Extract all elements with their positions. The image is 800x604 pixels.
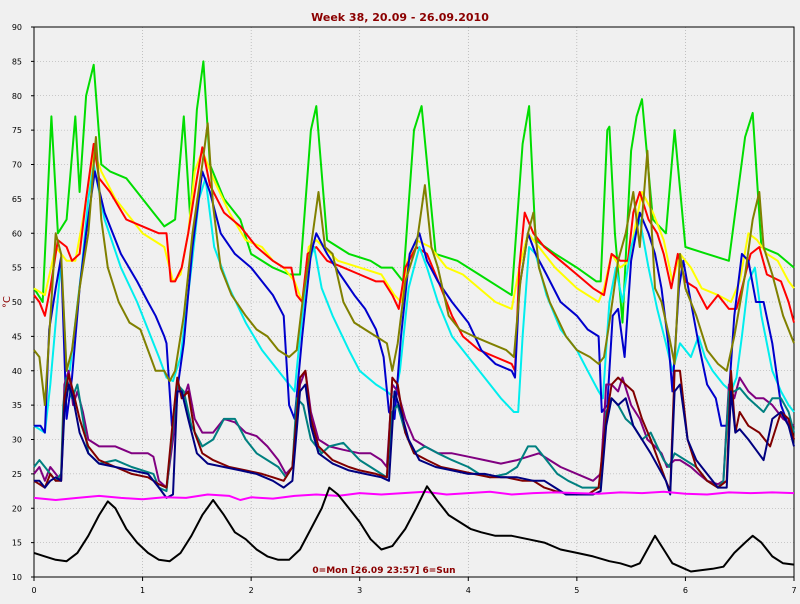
y-tick-label: 90	[12, 23, 22, 32]
x-tick-label: 1	[140, 586, 145, 595]
x-axis-label: 0=Mon [26.09 23:57] 6=Sun	[312, 566, 455, 576]
y-tick-label: 50	[12, 298, 22, 307]
x-tick-label: 0	[31, 586, 36, 595]
x-tick-label: 3	[357, 586, 362, 595]
series-group	[33, 60, 795, 573]
x-axis-ticks: 0 1 2 3 4 5 6 7	[31, 577, 797, 595]
series-line-12	[33, 485, 795, 573]
y-tick-label: 70	[12, 161, 22, 170]
x-tick-label: 5	[574, 586, 579, 595]
series-line-1	[33, 60, 795, 324]
series-line-4	[33, 163, 795, 434]
y-tick-label: 40	[12, 367, 22, 376]
series-line-5	[34, 170, 795, 440]
y-tick-label: 65	[12, 195, 22, 204]
x-tick-label: 7	[791, 586, 796, 595]
series-line-10	[34, 383, 795, 499]
y-tick-label: 75	[12, 126, 22, 135]
y-axis-label: °C	[2, 296, 13, 308]
y-tick-label: 20	[12, 504, 22, 513]
y-tick-label: 35	[12, 401, 22, 410]
y-axis-ticks: 10 15 20 25 30 35 40 45 50 55 60 65 70 75 80 85 90	[12, 23, 34, 582]
x-tick-label: 4	[466, 586, 471, 595]
y-tick-label: 10	[12, 573, 22, 582]
y-tick-label: 60	[12, 229, 22, 238]
y-tick-label: 25	[12, 470, 22, 479]
y-tick-label: 55	[12, 264, 22, 273]
chart-title: Week 38, 20.09 - 26.09.2010	[311, 11, 489, 24]
series-line-3	[33, 142, 795, 372]
y-tick-label: 45	[12, 332, 22, 341]
series-line-6	[33, 122, 795, 407]
x-tick-label: 6	[683, 586, 688, 595]
y-tick-label: 85	[12, 57, 22, 66]
series-line-11	[33, 490, 795, 501]
y-tick-label: 80	[12, 92, 22, 101]
y-tick-label: 30	[12, 436, 22, 445]
x-tick-label: 2	[249, 586, 254, 595]
y-tick-label: 15	[12, 539, 22, 548]
series-line-8	[33, 376, 795, 493]
